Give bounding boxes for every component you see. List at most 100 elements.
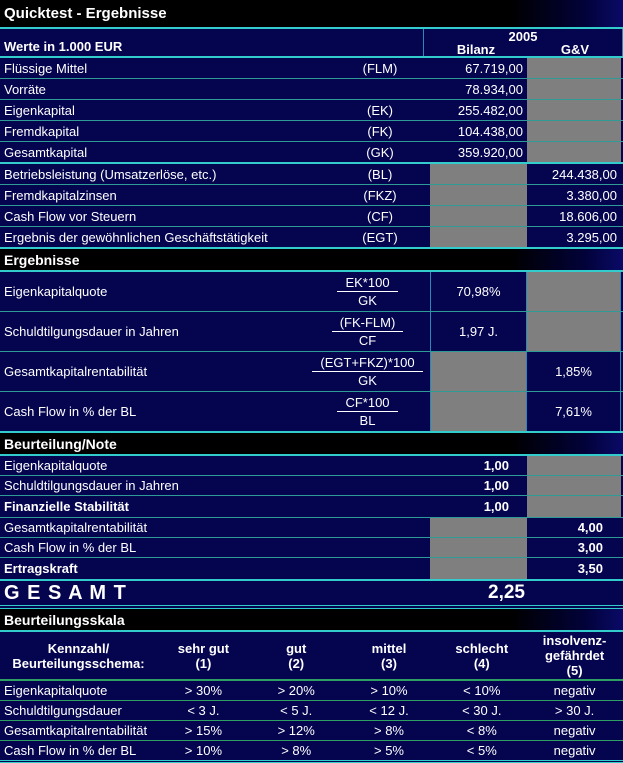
- section-title: Beurteilung/Note: [4, 435, 117, 452]
- row-code: (FKZ): [363, 187, 397, 203]
- section-title: Ergebnisse: [4, 251, 80, 268]
- bilanz-value: 359.920,00: [457, 144, 523, 160]
- formula-numerator: (FK-FLM): [331, 314, 404, 332]
- bilanz-value: 255.482,00: [457, 102, 523, 118]
- row-label: Eigenkapitalquote: [4, 284, 108, 299]
- scale-value: < 12 J.: [369, 703, 409, 718]
- units-label: Werte in 1.000 EUR: [4, 39, 123, 54]
- bilanz-value: 67.719,00: [465, 60, 523, 76]
- scale-col-insolvenz: insolvenz- gefährdet (5): [542, 633, 607, 678]
- scale-value: > 8%: [373, 723, 404, 738]
- row-label: Eigenkapital: [4, 102, 75, 118]
- bilanz-value-disabled: [430, 392, 527, 431]
- scale-row: Eigenkapitalquote > 30% > 20% > 10% < 10…: [0, 681, 623, 700]
- input-table: Flüssige Mittel (FLM) 67.719,00 Vorräte …: [0, 58, 623, 249]
- bilanz-note-disabled: [430, 538, 527, 557]
- input-row: Ergebnis der gewöhnlichen Geschäftstätig…: [0, 226, 623, 247]
- gv-note: 3,50: [577, 561, 603, 576]
- bilanz-note: 1,00: [483, 458, 509, 473]
- row-code: (BL): [367, 166, 393, 182]
- scale-value: > 20%: [277, 683, 315, 698]
- bilanz-value: 78.934,00: [465, 81, 523, 97]
- row-label: Eigenkapitalquote: [4, 683, 108, 698]
- page-title: Quicktest - Ergebnisse: [4, 5, 167, 22]
- gesamt-row: G E S A M T 2,25: [0, 579, 623, 609]
- row-label: Flüssige Mittel: [4, 60, 88, 76]
- formula-numerator: CF*100: [337, 394, 398, 412]
- scale-row: Schuldtilgungsdauer < 3 J. < 5 J. < 12 J…: [0, 700, 623, 720]
- gv-value: 7,61%: [527, 392, 621, 431]
- bilanz-value: 1,97 J.: [430, 312, 527, 351]
- row-label: Gesamtkapital: [4, 144, 88, 160]
- row-label: Vorräte: [4, 81, 46, 97]
- row-label: Ertragskraft: [4, 561, 78, 576]
- bilanz-note: 1,00: [483, 478, 509, 493]
- note-row: Finanzielle Stabilität 1,00: [0, 495, 623, 517]
- formula: CF*100 BL: [305, 392, 430, 431]
- section-title: Beurteilungsskala: [4, 611, 125, 628]
- bilanz-value-disabled: [430, 227, 527, 247]
- row-code: (CF): [367, 208, 393, 224]
- scale-value: < 30 J.: [462, 703, 502, 718]
- ratio-table: Eigenkapitalquote EK*100 GK 70,98% Schul…: [0, 272, 623, 433]
- section-bar-beurteilung: Beurteilung/Note: [0, 433, 623, 456]
- note-row: Eigenkapitalquote 1,00: [0, 456, 623, 475]
- row-label: Eigenkapitalquote: [4, 458, 108, 473]
- input-row: Fremdkapitalzinsen (FKZ) 3.380,00: [0, 184, 623, 205]
- formula-numerator: (EGT+FKZ)*100: [312, 354, 423, 372]
- gv-note: 4,00: [577, 520, 603, 535]
- scale-col-gut: gut (2): [286, 640, 307, 671]
- column-header-bilanz: Bilanz: [456, 42, 496, 57]
- scale-value: negativ: [553, 723, 596, 738]
- note-row: Schuldtilgungsdauer in Jahren 1,00: [0, 475, 623, 495]
- row-label: Cash Flow in % der BL: [4, 540, 137, 555]
- formula: (FK-FLM) CF: [305, 312, 430, 351]
- gv-value-disabled: [527, 312, 621, 351]
- input-row: Gesamtkapital (GK) 359.920,00: [0, 141, 623, 162]
- gv-value: 3.295,00: [566, 229, 617, 245]
- bilanz-value-disabled: [430, 185, 527, 205]
- scale-col-mittel: mittel (3): [371, 640, 407, 671]
- bilanz-note-disabled: [430, 518, 527, 537]
- ratio-row: Cash Flow in % der BL CF*100 BL 7,61%: [0, 391, 623, 431]
- bilanz-value: 70,98%: [430, 272, 527, 311]
- formula-denominator: BL: [359, 413, 376, 428]
- gv-value-disabled: [527, 121, 621, 141]
- scale-value: < 3 J.: [187, 703, 220, 718]
- bilanz-note-disabled: [430, 558, 527, 579]
- year-label: 2005: [508, 29, 538, 44]
- scale-value: negativ: [553, 683, 596, 698]
- row-label: Gesamtkapitalrentabilität: [4, 364, 148, 379]
- note-row: Cash Flow in % der BL 3,00: [0, 537, 623, 557]
- gv-value: 3.380,00: [566, 187, 617, 203]
- scale-value: > 12%: [277, 723, 315, 738]
- gv-value: 18.606,00: [559, 208, 617, 224]
- row-code: (FLM): [362, 60, 398, 76]
- row-code: [330, 79, 430, 99]
- row-label: Betriebsleistung (Umsatzerlöse, etc.): [4, 166, 217, 182]
- scale-value: < 8%: [466, 723, 497, 738]
- scale-value: > 30%: [184, 683, 223, 698]
- row-code: (GK): [366, 144, 394, 160]
- bilanz-value-disabled: [430, 164, 527, 184]
- row-code: (EK): [367, 102, 393, 118]
- scale-value: > 10%: [370, 683, 408, 698]
- formula-numerator: EK*100: [337, 274, 398, 292]
- scale-row: Cash Flow in % der BL > 10% > 8% > 5% < …: [0, 740, 623, 760]
- bilanz-value-disabled: [430, 206, 527, 226]
- section-bar-ergebnisse: Ergebnisse: [0, 249, 623, 272]
- formula: EK*100 GK: [305, 272, 430, 311]
- input-row: Fremdkapital (FK) 104.438,00: [0, 120, 623, 141]
- row-label: Fremdkapitalzinsen: [4, 187, 117, 203]
- gv-note-disabled: [527, 456, 621, 475]
- gv-value-disabled: [527, 100, 621, 120]
- row-label: Schuldtilgungsdauer in Jahren: [4, 478, 179, 493]
- row-code: (FK): [367, 123, 393, 139]
- note-row: Gesamtkapitalrentabilität 4,00: [0, 517, 623, 537]
- input-row: Vorräte 78.934,00: [0, 78, 623, 99]
- row-label: Gesamtkapitalrentabilität: [4, 520, 148, 535]
- gv-value-disabled: [527, 79, 621, 99]
- year-column-box: 2005 Bilanz G&V: [423, 29, 623, 56]
- bilanz-note: 1,00: [483, 499, 509, 514]
- row-label: Schuldtilgungsdauer: [4, 703, 122, 718]
